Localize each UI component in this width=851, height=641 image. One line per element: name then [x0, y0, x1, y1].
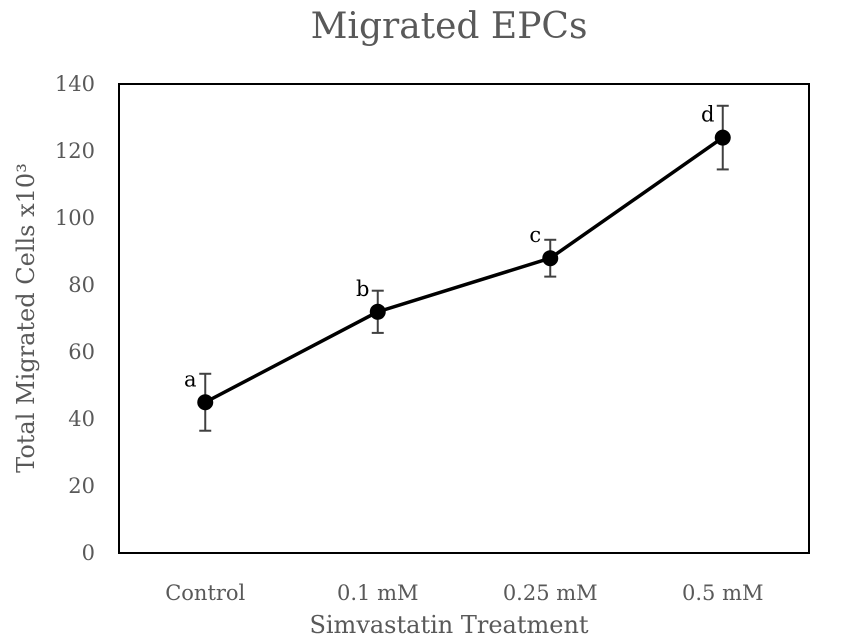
point-label: b — [356, 277, 369, 301]
point-label: d — [701, 103, 714, 127]
series-line — [204, 136, 724, 404]
y-tick-label: 20 — [68, 474, 95, 498]
y-tick-label: 120 — [55, 139, 95, 163]
point-label: a — [184, 367, 197, 391]
x-tick-label: 0.5 mM — [682, 581, 764, 605]
y-tick-label: 40 — [68, 407, 95, 431]
plot-area — [118, 83, 810, 554]
data-point — [542, 250, 559, 267]
y-axis-label: Total Migrated Cells x10³ — [12, 163, 40, 473]
y-tick-label: 80 — [68, 273, 95, 297]
y-tick-label: 60 — [68, 340, 95, 364]
point-label: c — [529, 223, 541, 247]
chart-title: Migrated EPCs — [311, 6, 588, 47]
data-point — [197, 394, 214, 411]
x-axis-label: Simvastatin Treatment — [309, 611, 588, 639]
y-tick-label: 0 — [82, 541, 95, 565]
x-tick-label: 0.25 mM — [503, 581, 598, 605]
y-tick-label: 100 — [55, 206, 95, 230]
x-tick-label: Control — [165, 581, 245, 605]
data-point — [714, 129, 731, 146]
x-tick-label: 0.1 mM — [337, 581, 419, 605]
data-point — [369, 303, 386, 320]
y-tick-label: 140 — [55, 72, 95, 96]
